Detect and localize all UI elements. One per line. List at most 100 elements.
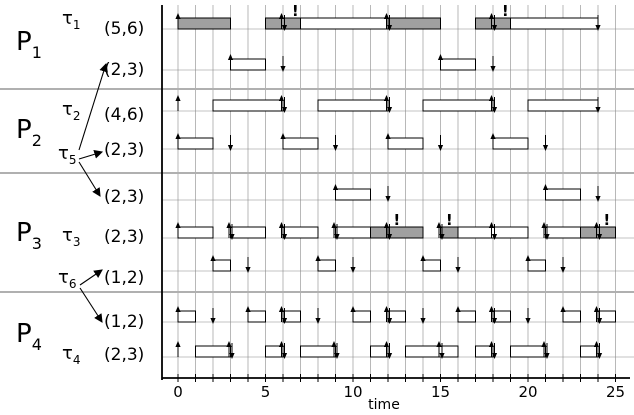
release-arrow-head xyxy=(383,222,390,228)
task-name-tau3: τ3 xyxy=(62,225,80,249)
release-arrow-head xyxy=(488,13,495,19)
release-arrow-head xyxy=(175,341,181,347)
execution-block xyxy=(177,310,196,323)
execution-block xyxy=(527,99,599,112)
processor-label-p4: P4 xyxy=(16,319,42,354)
release-arrow-head xyxy=(175,306,181,312)
task-name-tau5: τ5 xyxy=(58,143,76,167)
deadline-arrow-head xyxy=(210,318,216,324)
deadline-arrow-head xyxy=(385,196,391,202)
task-params-tau4: (2,3) xyxy=(104,345,144,365)
x-tick-label: 10 xyxy=(343,383,362,401)
x-tick-label: 15 xyxy=(431,383,450,401)
task-name-tau2: τ2 xyxy=(62,99,80,123)
execution-block xyxy=(317,259,336,272)
execution-block xyxy=(335,226,371,239)
task-params-tau5-p3: (2,3) xyxy=(104,187,144,207)
execution-block xyxy=(545,188,581,201)
release-arrow-head xyxy=(227,54,234,60)
release-arrow-head xyxy=(490,133,496,139)
deadline-arrow-head xyxy=(525,318,531,324)
release-arrow-head xyxy=(332,184,339,190)
deadline-arrow-head xyxy=(439,234,445,240)
deadline-arrow-head xyxy=(281,107,288,113)
deadline-arrow-head xyxy=(245,267,251,273)
execution-block xyxy=(247,310,266,323)
execution-block xyxy=(387,310,406,323)
execution-block xyxy=(370,345,389,358)
execution-block xyxy=(475,345,494,358)
release-arrow-head xyxy=(280,133,286,139)
deadline-arrow-head xyxy=(386,234,393,240)
deadline-arrow-head xyxy=(350,267,356,273)
x-axis-title: time xyxy=(368,397,400,413)
release-arrow-head xyxy=(542,184,549,190)
release-arrow-head xyxy=(175,95,181,101)
release-arrow-head xyxy=(383,341,390,347)
execution-block xyxy=(440,58,476,71)
execution-block xyxy=(282,137,319,150)
release-arrow-head xyxy=(436,222,442,228)
deadline-arrow-head xyxy=(544,353,550,359)
execution-block xyxy=(300,345,336,358)
task-params-tau1: (5,6) xyxy=(104,19,144,39)
release-arrow-head xyxy=(226,222,232,228)
x-tick-label: 0 xyxy=(173,383,183,401)
x-tick-label: 20 xyxy=(518,383,537,401)
execution-block xyxy=(352,310,371,323)
deadline-arrow-head xyxy=(386,107,393,113)
execution-block xyxy=(422,99,494,112)
task-params-tau3: (2,3) xyxy=(104,227,144,247)
deadline-arrow-head xyxy=(420,318,426,324)
deadline-arrow-head xyxy=(334,234,340,240)
deadline-arrow-head xyxy=(281,234,288,240)
release-arrow-head xyxy=(593,222,600,228)
execution-block xyxy=(300,17,389,30)
task-params-tau2: (4,6) xyxy=(104,105,144,125)
release-arrow-head xyxy=(541,222,547,228)
release-arrow-head xyxy=(593,341,600,347)
processor-separators xyxy=(0,88,634,293)
tau6-arrow-p4 xyxy=(79,287,103,323)
release-arrow-head xyxy=(226,341,232,347)
deadline-arrow-head xyxy=(281,318,288,324)
task-params-tau6-p3: (1,2) xyxy=(104,268,144,288)
execution-block xyxy=(510,345,546,358)
deadline-arrow-head xyxy=(455,267,461,273)
release-arrow-head xyxy=(278,222,285,228)
release-arrow-head xyxy=(383,13,390,19)
release-arrow-head xyxy=(331,341,337,347)
release-arrow-head xyxy=(278,13,285,19)
deadline-miss-marker: ! xyxy=(292,2,299,20)
release-arrow-head xyxy=(278,95,285,101)
release-arrow-head xyxy=(383,95,390,101)
release-arrow-head xyxy=(420,255,426,261)
deadline-miss-marker: ! xyxy=(603,211,610,229)
execution-block xyxy=(580,345,599,358)
execution-block xyxy=(282,226,319,239)
processor-label-p2: P2 xyxy=(16,115,42,150)
deadline-arrow-head xyxy=(491,107,498,113)
execution-block xyxy=(317,99,389,112)
execution-block xyxy=(387,17,441,30)
release-arrow-head xyxy=(315,255,321,261)
execution-block xyxy=(212,259,231,272)
deadline-arrow-head xyxy=(595,196,601,202)
execution-block xyxy=(265,345,284,358)
time-axis: 0 5 10 15 20 25 time xyxy=(161,5,630,413)
release-arrow-head xyxy=(385,133,391,139)
deadline-arrow-head xyxy=(595,25,601,31)
deadline-miss-marker: ! xyxy=(502,2,509,20)
execution-block xyxy=(195,345,231,358)
release-arrow-head xyxy=(175,13,181,19)
tau5-arrow-p3 xyxy=(78,161,101,197)
release-arrow-head xyxy=(350,306,356,312)
deadline-arrow-head xyxy=(281,353,288,359)
deadline-arrow-head xyxy=(280,66,286,72)
execution-block xyxy=(545,226,581,239)
deadline-arrow-head xyxy=(227,145,234,151)
processor-label-p3: P3 xyxy=(16,218,42,253)
deadline-arrow-head xyxy=(491,25,498,31)
execution-block xyxy=(405,345,459,358)
